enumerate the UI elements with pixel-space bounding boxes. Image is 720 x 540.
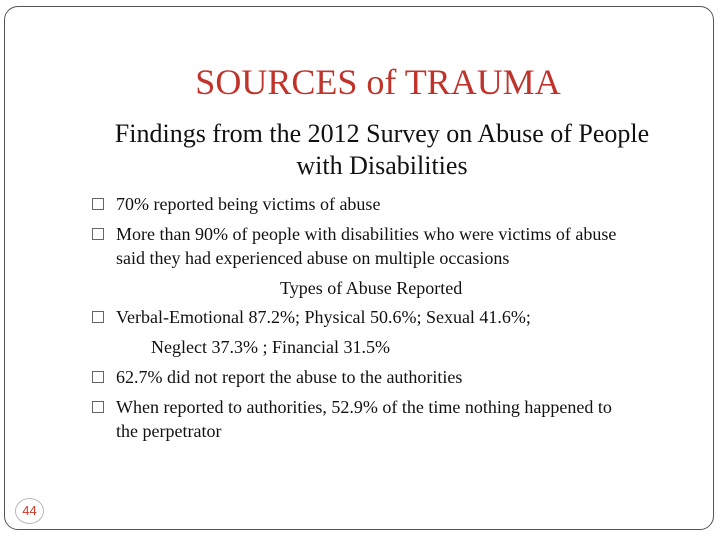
bullet-1-text: 70% reported being victims of abuse [116,194,381,214]
bullet-4-text: 62.7% did not report the abuse to the au… [116,367,463,387]
slide-title: SOURCES of TRAUMA [195,62,561,102]
bullet-5-text-continued: the perpetrator [116,421,222,441]
abuse-types-heading: Types of Abuse Reported [280,278,463,298]
slide-frame [4,6,714,530]
page-number: 44 [15,498,44,524]
bullet-3-text: Verbal-Emotional 87.2%; Physical 50.6%; … [116,307,531,327]
bullet-5-text: When reported to authorities, 52.9% of t… [116,397,612,417]
bullet-icon [92,228,104,240]
subtitle-line-2: with Disabilities [296,151,468,180]
bullet-icon [92,198,104,210]
bullet-2-text: More than 90% of people with disabilitie… [116,224,617,244]
bullet-icon [92,371,104,383]
bullet-2-text-continued: said they had experienced abuse on multi… [116,248,510,268]
bullet-icon [92,401,104,413]
bullet-icon [92,311,104,323]
subtitle-line-1: Findings from the 2012 Survey on Abuse o… [114,119,650,148]
slide-subtitle: Findings from the 2012 Survey on Abuse o… [86,118,678,182]
bullet-3-text-continued: Neglect 37.3% ; Financial 31.5% [151,337,390,357]
